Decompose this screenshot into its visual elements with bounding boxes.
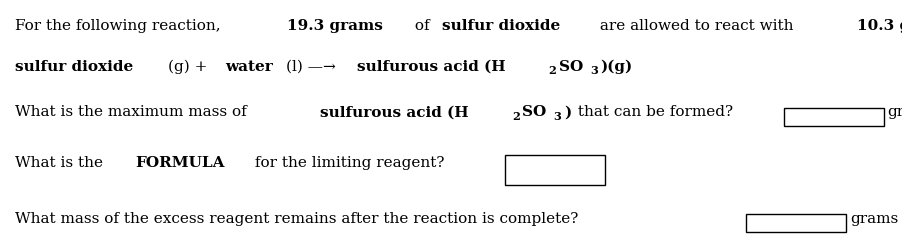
Text: )(g): )(g) xyxy=(600,59,631,74)
Text: SO: SO xyxy=(521,105,546,119)
Text: sulfur dioxide: sulfur dioxide xyxy=(15,60,133,74)
Text: What is the: What is the xyxy=(15,155,107,169)
Text: ): ) xyxy=(563,105,570,119)
Text: of: of xyxy=(410,19,435,33)
Text: 3: 3 xyxy=(589,65,597,76)
Text: that can be formed?: that can be formed? xyxy=(573,105,732,119)
Text: What is the maximum mass of: What is the maximum mass of xyxy=(15,105,252,119)
Bar xyxy=(745,214,845,232)
Text: (g) +: (g) + xyxy=(168,59,212,74)
Text: FORMULA: FORMULA xyxy=(134,155,224,169)
Bar xyxy=(505,156,604,186)
Text: For the following reaction,: For the following reaction, xyxy=(15,19,226,33)
Text: 10.3 grams: 10.3 grams xyxy=(856,19,902,33)
Text: 3: 3 xyxy=(553,110,561,121)
Text: grams: grams xyxy=(887,105,902,119)
Text: water: water xyxy=(225,60,272,74)
Text: sulfur dioxide: sulfur dioxide xyxy=(441,19,559,33)
Text: are allowed to react with: are allowed to react with xyxy=(594,19,797,33)
Text: 19.3 grams: 19.3 grams xyxy=(286,19,382,33)
Text: What mass of the excess reagent remains after the reaction is complete?: What mass of the excess reagent remains … xyxy=(15,211,578,225)
Text: sulfurous acid (H: sulfurous acid (H xyxy=(320,105,468,119)
Text: (l) —→: (l) —→ xyxy=(286,60,341,74)
Text: grams: grams xyxy=(849,211,897,225)
Text: for the limiting reagent?: for the limiting reagent? xyxy=(250,155,445,169)
Text: sulfurous acid (H: sulfurous acid (H xyxy=(356,60,505,74)
Bar xyxy=(783,108,883,126)
Text: 2: 2 xyxy=(548,65,556,76)
Text: 2: 2 xyxy=(511,110,520,121)
Text: SO: SO xyxy=(558,60,583,74)
